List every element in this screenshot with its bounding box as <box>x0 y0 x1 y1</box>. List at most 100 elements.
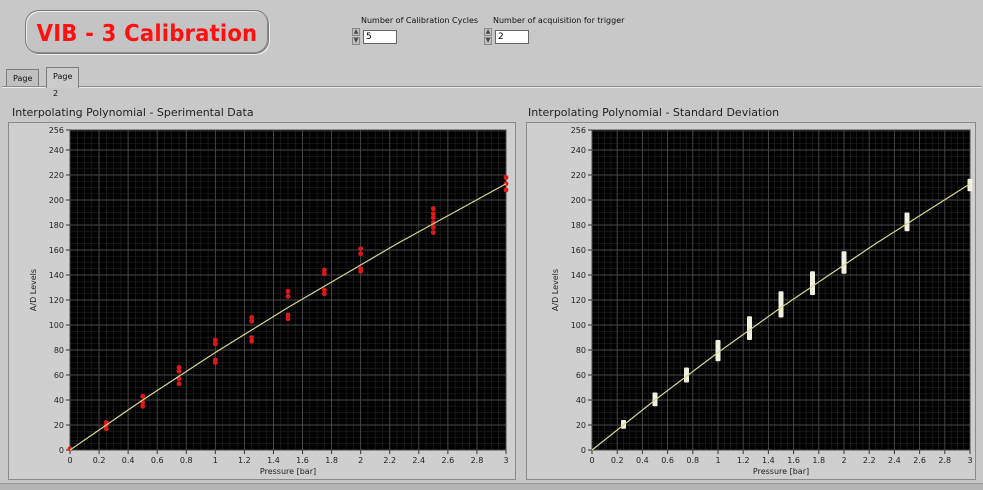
std-x-tick-label: 1.6 <box>787 456 800 465</box>
app-title-panel: VIB - 3 Calibration <box>25 10 269 54</box>
std-y-tick-label: 100 <box>571 321 586 330</box>
exp-y-tick-label: 0 <box>59 446 64 455</box>
decrement-arrow-icon[interactable]: ▼ <box>484 37 492 45</box>
std-x-tick-label: 0.2 <box>611 456 624 465</box>
acquisition-count-spinner[interactable]: ▲ ▼ <box>484 28 493 46</box>
std-x-tick-label: 1 <box>715 456 720 465</box>
exp-y-tick-label: 256 <box>49 126 64 135</box>
std-fit-curve <box>591 183 971 451</box>
exp-data-point <box>430 211 436 217</box>
exp-data-point <box>503 187 509 193</box>
exp-x-tick-label: 3 <box>503 456 508 465</box>
exp-data-point <box>503 175 509 180</box>
exp-data-point <box>176 365 182 370</box>
std-x-tick-label: 1.2 <box>737 456 750 465</box>
acquisition-count-label: Number of acquisition for trigger <box>493 16 625 25</box>
exp-y-axis-label: A/D Levels <box>29 269 38 311</box>
increment-arrow-icon[interactable]: ▲ <box>484 28 492 36</box>
exp-y-tick-label: 240 <box>49 146 64 155</box>
exp-x-tick-label: 2.4 <box>412 456 425 465</box>
acquisition-count-input[interactable]: 2 <box>495 30 529 44</box>
exp-data-point <box>285 293 291 299</box>
calibration-cycles-spinner[interactable]: ▲ ▼ <box>352 28 361 46</box>
exp-y-tick-label: 20 <box>54 421 64 430</box>
exp-y-tick-label: 120 <box>49 296 64 305</box>
exp-fit-curve <box>69 183 507 451</box>
window-bottom-edge <box>0 483 983 490</box>
std-x-tick-label: 2.4 <box>888 456 901 465</box>
experimental-data-graph[interactable]: 0 0.2 0.4 0.6 0.8 1 1.2 1.4 1.6 1.8 2 2.2 2.4 2.6 2.8 3… <box>8 122 516 480</box>
exp-data-point <box>358 266 364 272</box>
std-std-bar <box>747 316 752 340</box>
exp-data-point <box>140 393 146 399</box>
exp-data-point <box>430 215 436 220</box>
exp-y-tick-label: 60 <box>54 371 64 380</box>
exp-data-point <box>212 357 218 363</box>
std-x-tick-label: 0 <box>589 456 594 465</box>
std-y-tick-label: 80 <box>576 346 586 355</box>
exp-x-tick-label: 0.2 <box>93 456 106 465</box>
std-y-tick-label: 40 <box>576 396 586 405</box>
exp-data-point <box>249 315 255 320</box>
exp-x-tick-label: 0.6 <box>151 456 164 465</box>
exp-data-point <box>140 403 146 409</box>
exp-data-point <box>103 426 109 432</box>
exp-data-point <box>358 246 364 252</box>
std-x-tick-label: 2.8 <box>938 456 951 465</box>
std-std-bar <box>810 271 815 295</box>
tab-page-2[interactable]: Page 2 <box>46 67 80 98</box>
std-x-tick-label: 0.6 <box>661 456 674 465</box>
std-std-bar <box>967 178 973 192</box>
exp-x-tick-label: 1.4 <box>267 456 280 465</box>
calibration-cycles-label: Number of Calibration Cycles <box>361 16 479 25</box>
exp-x-tick-label: 1.8 <box>325 456 338 465</box>
exp-x-tick-label: 1.6 <box>296 456 309 465</box>
std-y-tick-label: 0 <box>581 446 586 455</box>
exp-x-tick-label: 0.8 <box>180 456 193 465</box>
std-y-tick-label: 200 <box>571 196 586 205</box>
exp-data-point <box>176 368 182 374</box>
std-y-tick-label: 160 <box>571 246 586 255</box>
chart-title-experimental: Interpolating Polynomial - Sperimental D… <box>12 106 254 119</box>
exp-y-tick-label: 140 <box>49 271 64 280</box>
calibration-cycles-input[interactable]: 5 <box>363 30 397 44</box>
std-y-tick-label: 220 <box>571 171 586 180</box>
chart-title-std-dev: Interpolating Polynomial - Standard Devi… <box>528 106 780 119</box>
std-y-tick-label: 140 <box>571 271 586 280</box>
increment-arrow-icon[interactable]: ▲ <box>352 28 360 36</box>
exp-x-tick-label: 2 <box>358 456 363 465</box>
std-x-axis-label: Pressure [bar] <box>753 467 809 476</box>
exp-data-point <box>430 225 436 230</box>
exp-data-point <box>430 206 436 212</box>
tab-page-1[interactable]: Page 1 <box>6 69 40 100</box>
exp-x-tick-label: 1 <box>213 456 218 465</box>
exp-data-point <box>212 341 218 347</box>
exp-y-tick-label: 100 <box>49 321 64 330</box>
exp-data-point <box>430 230 436 235</box>
std-std-bar <box>715 340 721 362</box>
std-x-tick-label: 3 <box>967 456 972 465</box>
exp-data-point <box>212 337 218 343</box>
std-x-tick-label: 1.8 <box>812 456 825 465</box>
exp-data-point <box>321 271 327 277</box>
standard-deviation-graph[interactable]: 0 0.2 0.4 0.6 0.8 1 1.2 1.4 1.6 1.8 2 2.2 2.4 2.6 2.8 3… <box>526 122 976 480</box>
exp-y-tick-label: 160 <box>49 246 64 255</box>
exp-data-point <box>285 312 291 318</box>
std-std-bar <box>778 291 784 318</box>
exp-y-tick-label: 40 <box>54 396 64 405</box>
exp-data-point <box>321 267 327 273</box>
exp-data-point <box>249 335 255 340</box>
decrement-arrow-icon[interactable]: ▼ <box>352 37 360 45</box>
std-std-bar <box>904 212 910 232</box>
exp-data-point <box>285 288 291 294</box>
exp-y-tick-label: 200 <box>49 196 64 205</box>
exp-data-point <box>358 251 364 257</box>
exp-x-tick-label: 1.2 <box>238 456 251 465</box>
exp-x-tick-label: 0.4 <box>122 456 135 465</box>
std-std-bar <box>684 367 689 383</box>
exp-y-tick-label: 80 <box>54 346 64 355</box>
exp-y-tick-label: 180 <box>49 221 64 230</box>
std-y-axis-label: A/D Levels <box>551 269 560 311</box>
app-title: VIB - 3 Calibration <box>36 21 258 47</box>
exp-x-tick-label: 0 <box>67 456 72 465</box>
